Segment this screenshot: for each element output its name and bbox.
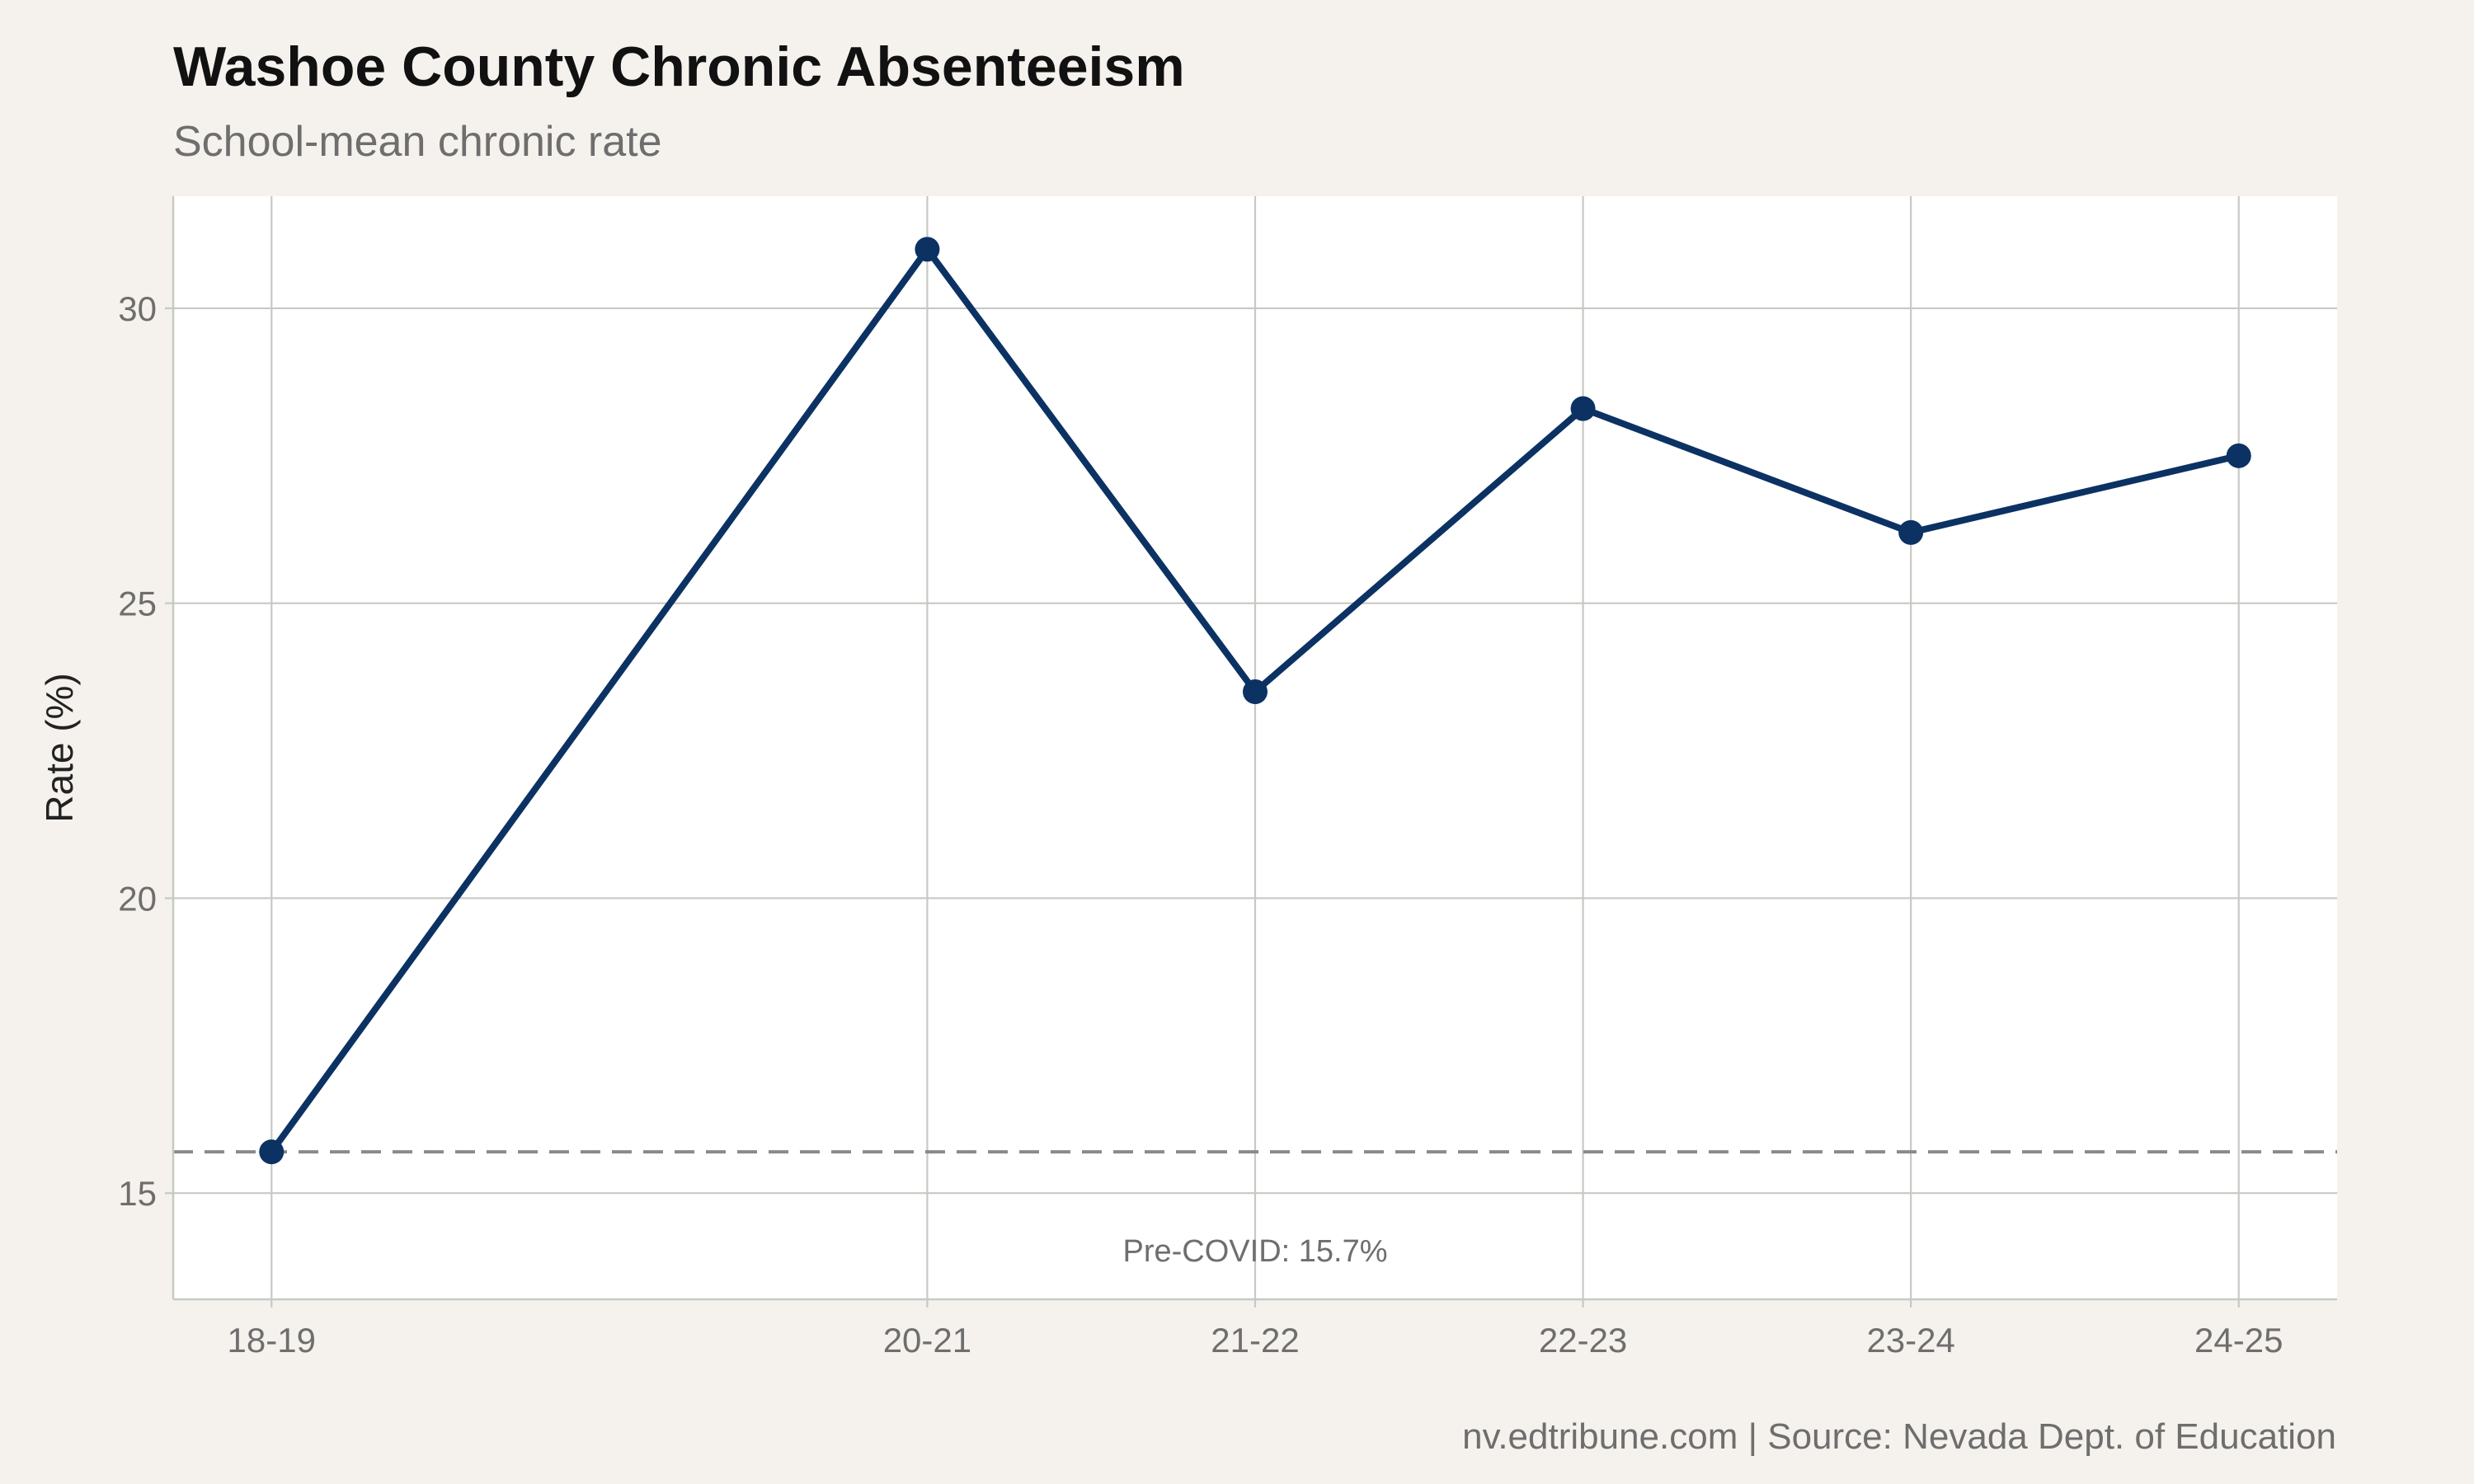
x-tick-label: 21-22 xyxy=(1211,1321,1299,1360)
y-tick-label: 20 xyxy=(118,879,157,918)
data-point xyxy=(1570,396,1596,421)
chart-title: Washoe County Chronic Absenteeism xyxy=(173,35,1185,98)
data-point xyxy=(915,237,940,262)
reference-line-group: Pre-COVID: 15.7% xyxy=(173,1150,2337,1269)
x-tick-label: 18-19 xyxy=(228,1321,316,1360)
axes: 15 20 25 30 18-19 20-21 21-22 22-23 23-24 24-25 xyxy=(118,196,2337,1360)
gridlines xyxy=(173,196,2337,1299)
y-tick-label: 25 xyxy=(118,585,157,623)
chart-subtitle: School-mean chronic rate xyxy=(173,118,662,166)
x-tick-label: 23-24 xyxy=(1866,1321,1954,1360)
x-tick-label: 22-23 xyxy=(1539,1321,1627,1360)
data-point xyxy=(259,1139,285,1165)
y-tick-label: 30 xyxy=(118,289,157,328)
reference-annotation: Pre-COVID: 15.7% xyxy=(1123,1234,1388,1269)
y-tick-label: 15 xyxy=(118,1174,157,1213)
data-point xyxy=(1243,679,1268,705)
x-tick-label: 24-25 xyxy=(2194,1321,2283,1360)
y-axis-title: Rate (%) xyxy=(38,673,81,822)
source-caption: nv.edtribune.com | Source: Nevada Dept. … xyxy=(1462,1416,2336,1457)
series-line xyxy=(268,246,2242,1156)
data-point xyxy=(2226,443,2251,468)
x-tick-label: 20-21 xyxy=(883,1321,971,1360)
data-point xyxy=(1898,519,1924,545)
series-layer xyxy=(259,237,2251,1165)
